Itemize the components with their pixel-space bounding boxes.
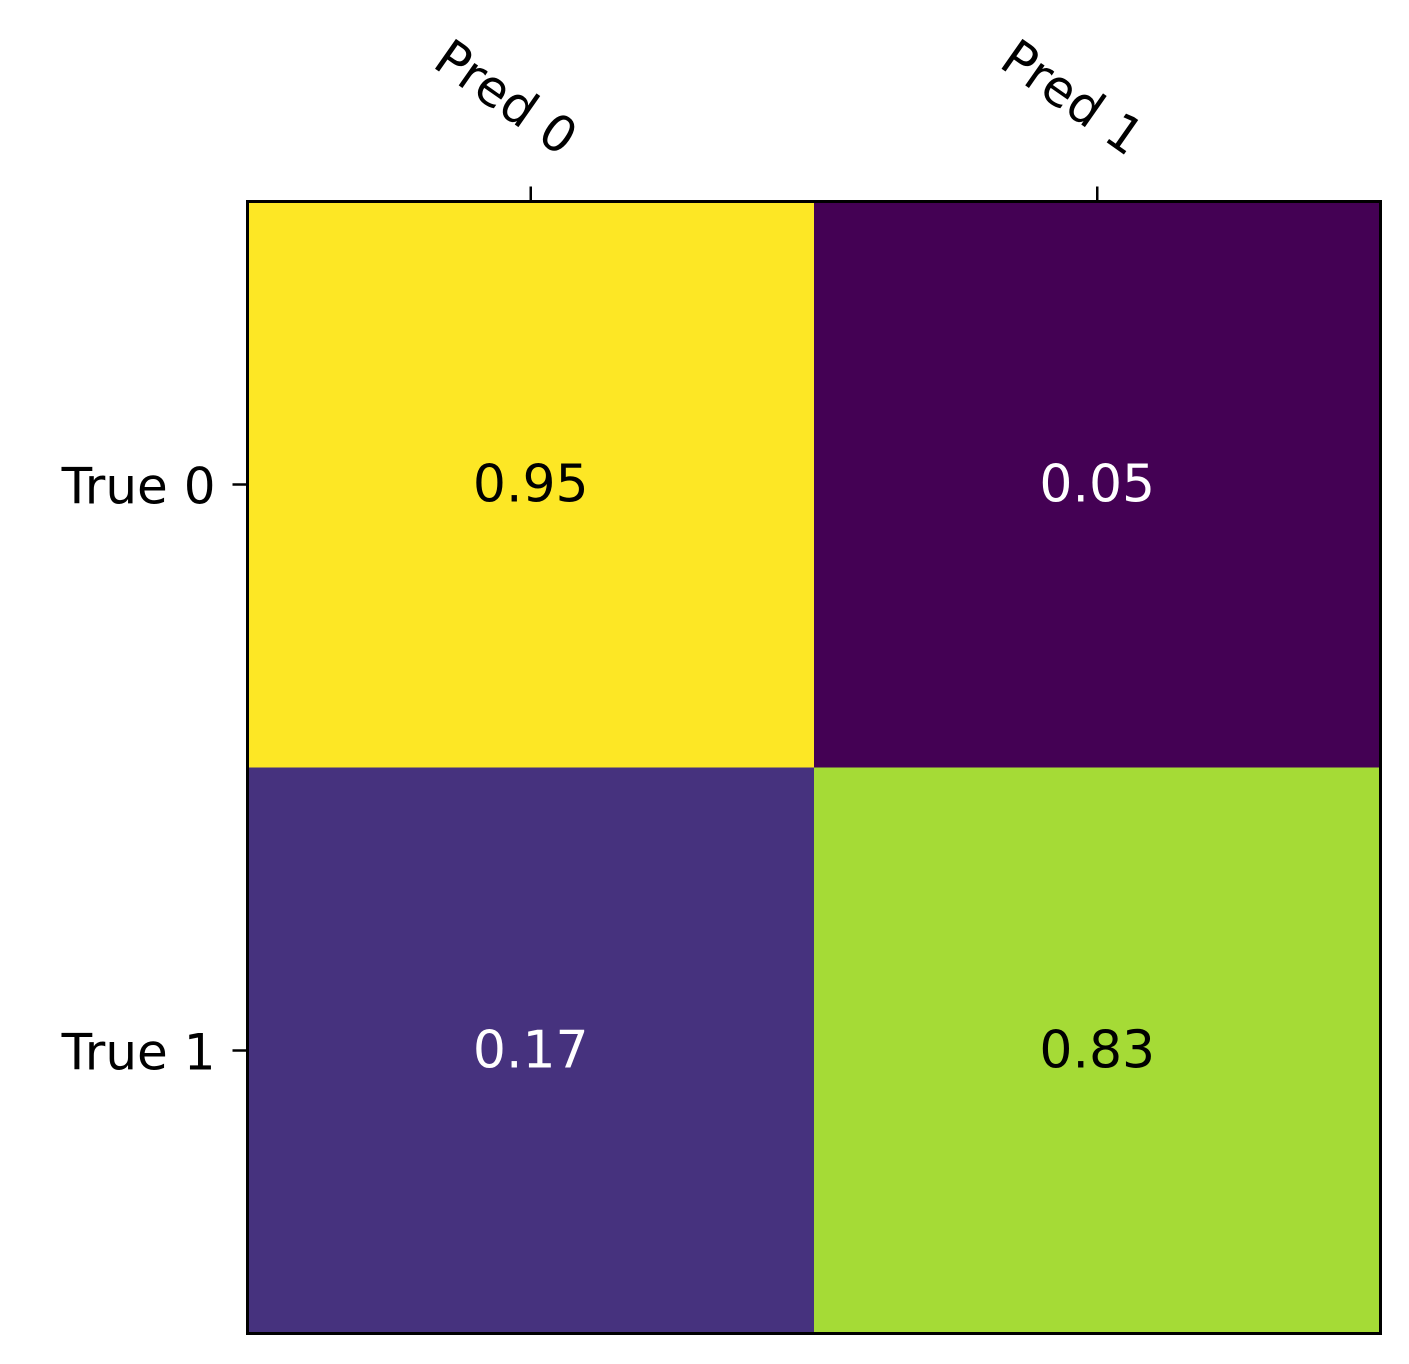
heatmap-cell-r1-c1 bbox=[814, 767, 1381, 1334]
x-tick-label-1: Pred 1 bbox=[991, 28, 1154, 167]
heatmap-cell-r0-c1 bbox=[814, 201, 1381, 768]
cell-value-label-r1-c1: 0.83 bbox=[1039, 1021, 1155, 1081]
heatmap-cell-r1-c0 bbox=[247, 767, 814, 1334]
x-tick-label-0: Pred 0 bbox=[424, 28, 587, 167]
cell-value-label-r1-c0: 0.17 bbox=[473, 1021, 589, 1081]
heatmap-cells: 0.95 0.05 0.17 0.83 bbox=[247, 201, 1381, 1334]
plot-frame bbox=[246, 200, 1382, 1335]
y-tick-label-1: True 1 bbox=[61, 1024, 216, 1082]
heatmap-cell-r0-c0 bbox=[247, 201, 814, 768]
cell-value-label-r0-c0: 0.95 bbox=[473, 455, 589, 515]
y-tick-label-0: True 0 bbox=[61, 458, 216, 516]
cell-value-label-r0-c1: 0.05 bbox=[1039, 455, 1155, 515]
